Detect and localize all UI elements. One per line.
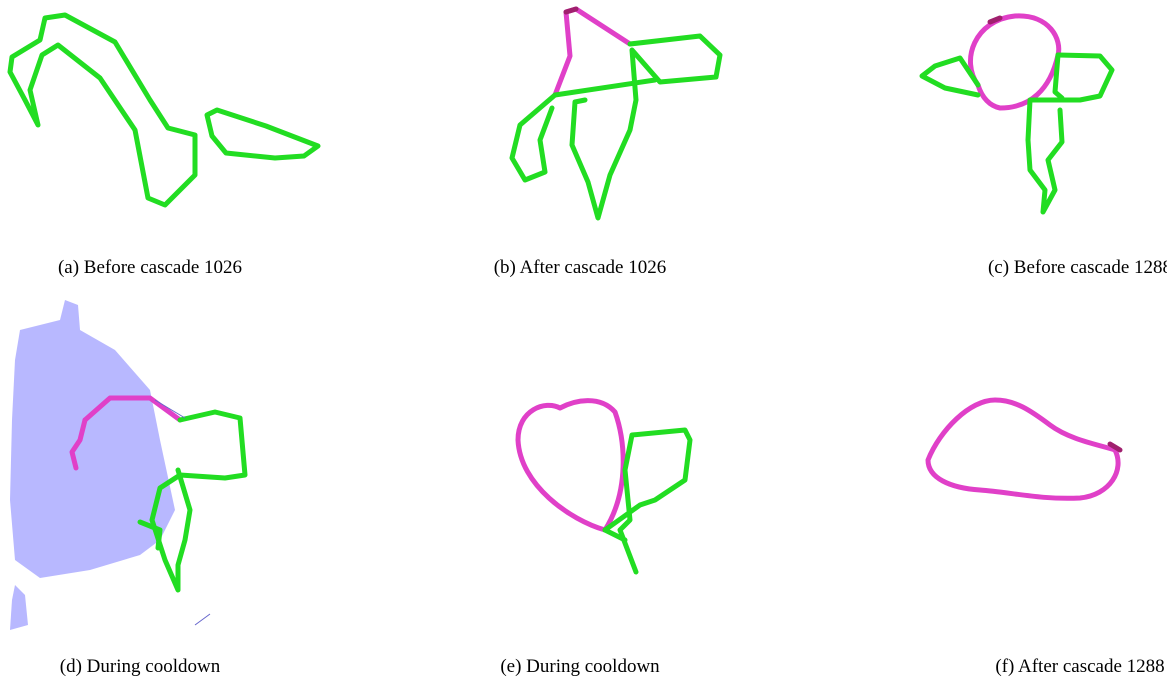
panel-b — [509, 6, 723, 221]
caption: (e) During cooldown — [500, 656, 660, 677]
caption: (b) After cascade 1026 — [494, 257, 667, 278]
panel-c — [919, 13, 1115, 215]
panel-f — [925, 397, 1123, 501]
caption: (a) Before cascade 1026 — [58, 257, 242, 278]
caption: (f) After cascade 1288 — [995, 656, 1164, 677]
caption: (c) Before cascade 1288 — [988, 257, 1167, 278]
panel-e — [515, 398, 693, 575]
caption: (d) During cooldown — [60, 656, 221, 677]
panel-d — [10, 300, 248, 630]
panel-a — [7, 12, 321, 208]
